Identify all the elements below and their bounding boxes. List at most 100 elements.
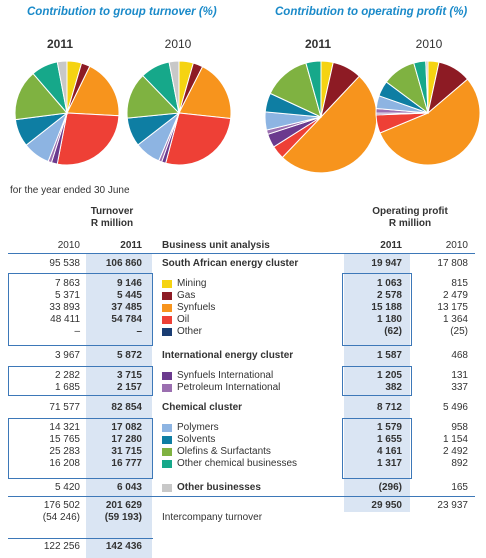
cluster-label: Other businesses (177, 482, 261, 493)
profit-2010-cell: (25) (450, 326, 468, 337)
profit-2011-cell: 4 161 (376, 446, 402, 457)
turnover-2010-cell: 71 577 (49, 402, 80, 413)
legend-swatch (162, 292, 172, 300)
pie-slice-oil (165, 112, 232, 166)
business-unit-label: Oil (177, 314, 190, 325)
profit-header-line1: Operating profit (372, 206, 448, 217)
turnover-2011-cell: – (136, 326, 142, 337)
profit-2011-cell: (296) (378, 482, 402, 493)
profit-2010-cell: 17 808 (437, 258, 468, 269)
profit-2011-cell: 382 (385, 382, 402, 393)
turnover-2010-cell: 3 967 (54, 350, 80, 361)
turnover-2010-cell: 33 893 (49, 302, 80, 313)
business-unit-label: Petroleum International (177, 382, 281, 393)
turnover-2010-cell: (54 246) (42, 512, 80, 523)
turnover-2010-cell: 95 538 (49, 258, 80, 269)
turnover-2011-cell: 142 436 (105, 541, 142, 552)
profit-2011-cell: (62) (384, 326, 402, 337)
legend-swatch (162, 484, 172, 492)
turnover-2010-cell: 25 283 (49, 446, 80, 457)
profit-2011-cell: 19 947 (371, 258, 402, 269)
turnover-2011-cell: 16 777 (111, 458, 142, 469)
business-unit-label: Olefins & Surfactants (177, 446, 271, 457)
legend-swatch (162, 424, 172, 432)
profit-2010-cell: 468 (451, 350, 468, 361)
sa-energy-profit-box (342, 273, 412, 346)
turnover-2011-cell: 5 872 (116, 350, 142, 361)
turnover-2011-cell: 54 784 (111, 314, 142, 325)
turnover-2011-cell: (59 193) (104, 512, 142, 523)
turnover-2010-cell: 176 502 (43, 500, 80, 511)
profit-pie-2011 (264, 60, 378, 174)
turnover-pie-2011 (14, 60, 120, 166)
business-unit-label: Mining (177, 278, 207, 289)
legend-swatch (162, 448, 172, 456)
turnover-2010-cell: 1 685 (54, 382, 80, 393)
turnover-2011-cell: 17 082 (111, 422, 142, 433)
turnover-2011-cell: 5 445 (116, 290, 142, 301)
profit-2010-cell: 165 (451, 482, 468, 493)
totals-rule (8, 496, 475, 497)
business-unit-label: Other (177, 326, 203, 337)
business-unit-label: Gas (177, 290, 196, 301)
turnover-2010-cell: 48 411 (50, 314, 80, 325)
col-turnover-2011: 2011 (120, 240, 142, 251)
turnover-2011-cell: 201 629 (105, 500, 142, 511)
turnover-2011-cell: 82 854 (111, 402, 142, 413)
turnover-2010-cell: 5 371 (54, 290, 80, 301)
turnover-2010-cell: 15 765 (49, 434, 80, 445)
business-unit-label: Intercompany turnover (162, 512, 263, 523)
intercompany-rule (8, 538, 153, 539)
legend-swatch (162, 384, 172, 392)
cluster-label: International energy cluster (162, 350, 294, 361)
profit-2011-highlight (344, 253, 410, 512)
profit-2011-cell: 2 578 (376, 290, 402, 301)
profit-2010-cell: 958 (451, 422, 468, 433)
turnover-2011-cell: 2 157 (116, 382, 142, 393)
pie-slice-olefins-surfactants (14, 72, 68, 121)
turnover-2011-cell: 106 860 (105, 258, 142, 269)
pie-slice-synfuels (281, 75, 378, 174)
chemical-profit-box (342, 418, 412, 479)
turnover-2010-cell: 2 282 (54, 370, 80, 381)
profit-2010-cell: 1 364 (442, 314, 468, 325)
profit-2010-cell: 2 492 (442, 446, 468, 457)
col-profit-2011: 2011 (380, 240, 402, 251)
profit-2010-cell: 892 (451, 458, 468, 469)
turnover-2011-cell: 6 043 (116, 482, 142, 493)
profit-2011-cell: 1 317 (376, 458, 402, 469)
legend-swatch (162, 280, 172, 288)
pie-slice-synfuels (178, 65, 232, 120)
col-business-unit-analysis: Business unit analysis (162, 240, 270, 251)
turnover-2011-cell: 17 280 (111, 434, 142, 445)
profit-2010-cell: 23 937 (437, 500, 468, 511)
profit-header-line2: R million (388, 218, 432, 229)
intl-energy-turnover-box (8, 366, 153, 396)
cluster-label: South African energy cluster (162, 258, 299, 269)
turnover-header-line1: Turnover (90, 206, 134, 217)
pie-slice-synfuels (66, 65, 120, 117)
business-unit-label: Solvents (177, 434, 216, 445)
business-unit-label: Synfuels (177, 302, 216, 313)
legend-swatch (162, 328, 172, 336)
pie-year-label-profit-2011: 2011 (304, 37, 332, 51)
pie-year-label-turnover-2011: 2011 (46, 37, 74, 51)
cluster-label: Chemical cluster (162, 402, 243, 413)
profit-2011-cell: 1 655 (376, 434, 402, 445)
pie-slice-synfuels (379, 78, 481, 166)
profit-2011-cell: 29 950 (371, 500, 402, 511)
pie-slice-other-businesses (56, 60, 68, 114)
profit-2010-cell: 337 (451, 382, 468, 393)
intl-energy-profit-box (342, 366, 412, 396)
turnover-2010-cell: 5 420 (54, 482, 80, 493)
profit-2011-cell: 1 063 (376, 278, 402, 289)
col-profit-2010: 2010 (445, 240, 468, 251)
legend-swatch (162, 436, 172, 444)
turnover-2011-cell: 31 715 (111, 446, 142, 457)
pie-slice-oil (56, 112, 120, 166)
pie-slice-other-chemical-businesses (305, 60, 322, 118)
turnover-2010-cell: 7 863 (54, 278, 80, 289)
pie-slice-other-businesses (168, 60, 180, 114)
profit-2010-cell: 13 175 (437, 302, 468, 313)
turnover-2011-cell: 37 485 (111, 302, 142, 313)
